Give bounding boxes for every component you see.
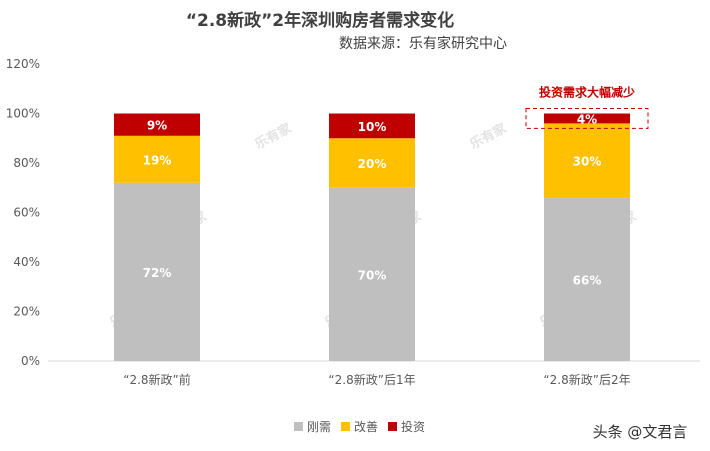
bar-segment <box>114 135 200 183</box>
data-label: 72% <box>143 266 172 280</box>
x-axis: “2.8新政”前 “2.8新政”后1年 “2.8新政”后2年 <box>123 372 630 387</box>
annotation: 投资需求大幅减少 <box>525 85 649 129</box>
legend-swatch <box>388 422 397 431</box>
source-note: 数据来源：乐有家研究中心 <box>339 35 507 52</box>
data-label: 70% <box>358 268 387 282</box>
legend-label: 改善 <box>354 419 378 434</box>
y-axis: 0% 20% 40% 60% 80% 100% 120% <box>6 57 40 368</box>
y-tick-label: 80% <box>13 156 40 170</box>
watermark-text: 乐有家 <box>252 120 295 153</box>
y-tick-label: 40% <box>13 255 40 269</box>
data-label: 66% <box>573 273 602 287</box>
bar-segment <box>544 123 630 198</box>
data-label: 10% <box>358 120 387 134</box>
legend-label: 刚需 <box>307 420 331 434</box>
y-tick-label: 100% <box>6 107 40 121</box>
data-label: 4% <box>577 112 597 126</box>
legend: 刚需 改善 投资 <box>294 419 425 434</box>
legend-swatch <box>341 422 350 431</box>
chart-title: “2.8新政”2年深圳购房者需求变化 <box>186 10 454 31</box>
x-tick-label: “2.8新政”前 <box>123 372 191 387</box>
watermark-text: 乐有家 <box>467 120 510 153</box>
data-label: 20% <box>358 157 387 171</box>
y-tick-label: 60% <box>13 206 40 220</box>
bar-segment <box>114 182 200 361</box>
bar-segment <box>544 197 630 361</box>
x-tick-label: “2.8新政”后2年 <box>543 372 630 387</box>
y-tick-label: 0% <box>21 354 40 368</box>
annotation-text: 投资需求大幅减少 <box>539 85 635 100</box>
legend-label: 投资 <box>401 419 425 434</box>
annotation-box <box>525 108 649 129</box>
y-tick-label: 120% <box>6 57 40 71</box>
legend-swatch <box>294 422 303 431</box>
y-tick-label: 20% <box>13 305 40 319</box>
bar-segment <box>114 113 200 136</box>
bars: 72% 19% 9% 70% 20% 10% 66% 30% 4% <box>114 112 630 361</box>
credit-text: 头条 @文君言 <box>593 423 688 441</box>
bar-segment <box>329 138 415 188</box>
data-label: 30% <box>573 155 602 169</box>
bar-segment <box>329 113 415 139</box>
data-label: 19% <box>143 153 172 167</box>
x-tick-label: “2.8新政”后1年 <box>328 372 415 387</box>
bar-segment <box>544 113 630 124</box>
bar-segment <box>329 187 415 361</box>
data-label: 9% <box>147 119 167 133</box>
